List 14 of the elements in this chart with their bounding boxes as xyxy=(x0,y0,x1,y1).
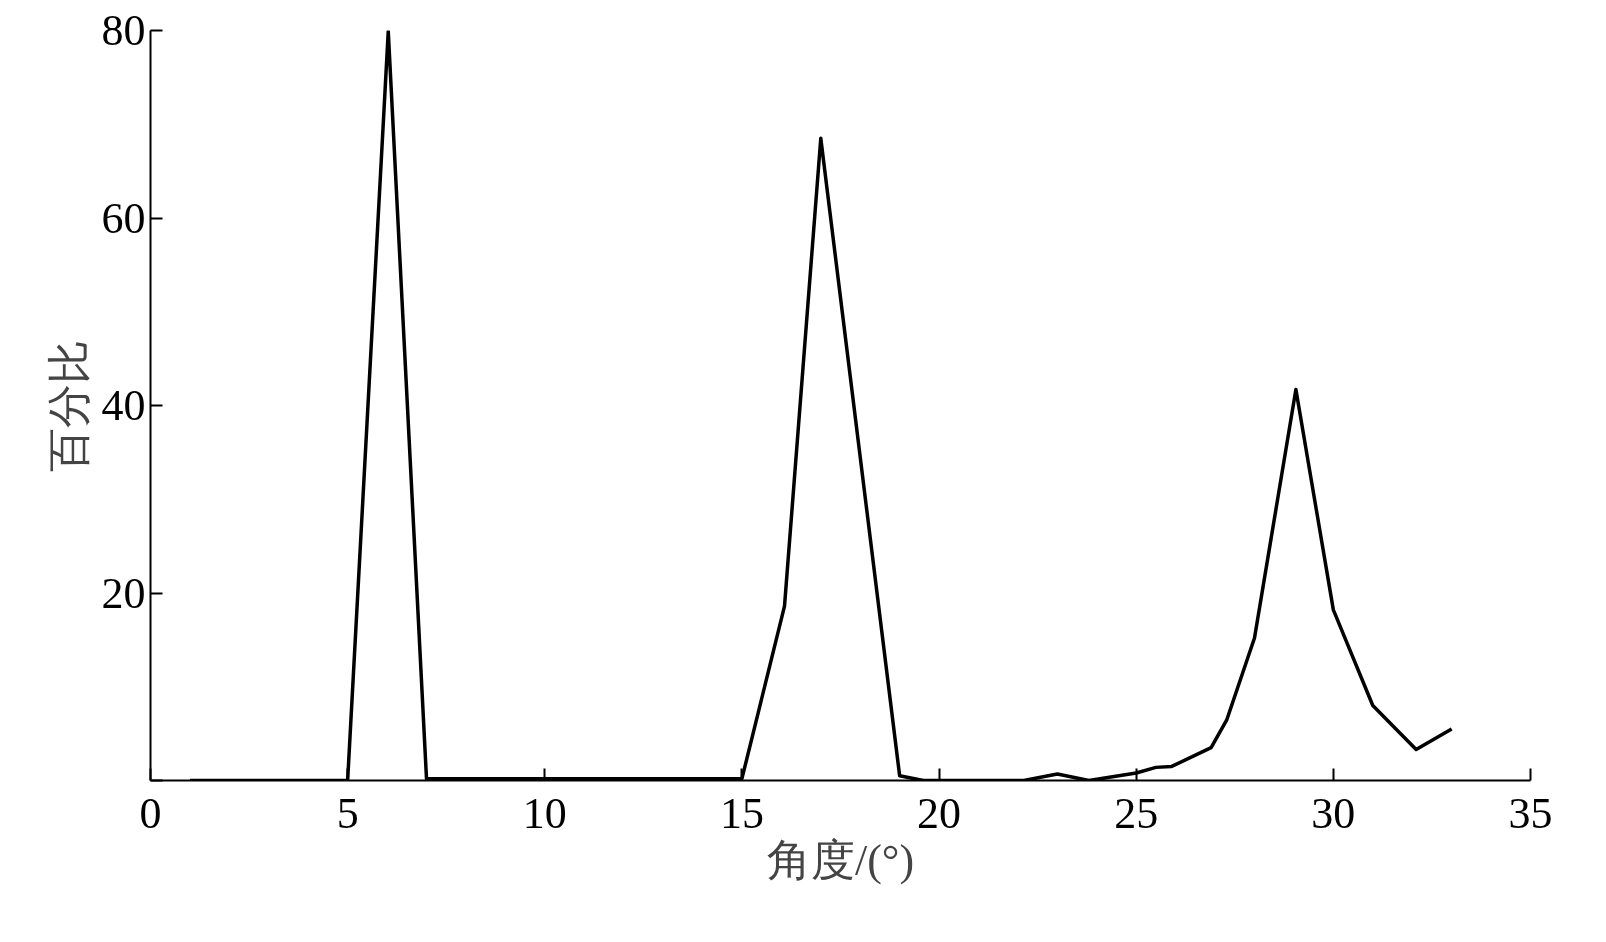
x-tick-label: 35 xyxy=(1508,788,1553,838)
x-tick-label: 25 xyxy=(1114,788,1159,838)
x-tick-label: 20 xyxy=(917,788,962,838)
x-tick-label: 5 xyxy=(336,788,359,838)
x-axis-title: 角度/(°) xyxy=(766,835,915,885)
x-tick-label: 0 xyxy=(139,788,162,838)
x-tick-label: 10 xyxy=(522,788,567,838)
x-tick-label: 15 xyxy=(719,788,764,838)
y-tick-label: 20 xyxy=(101,568,146,618)
x-tick-label: 30 xyxy=(1311,788,1356,838)
y-tick-label: 80 xyxy=(101,6,146,55)
y-tick-label: 60 xyxy=(101,193,146,243)
y-tick-label: 40 xyxy=(101,381,146,430)
y-axis-title: 百分比 xyxy=(44,339,94,472)
